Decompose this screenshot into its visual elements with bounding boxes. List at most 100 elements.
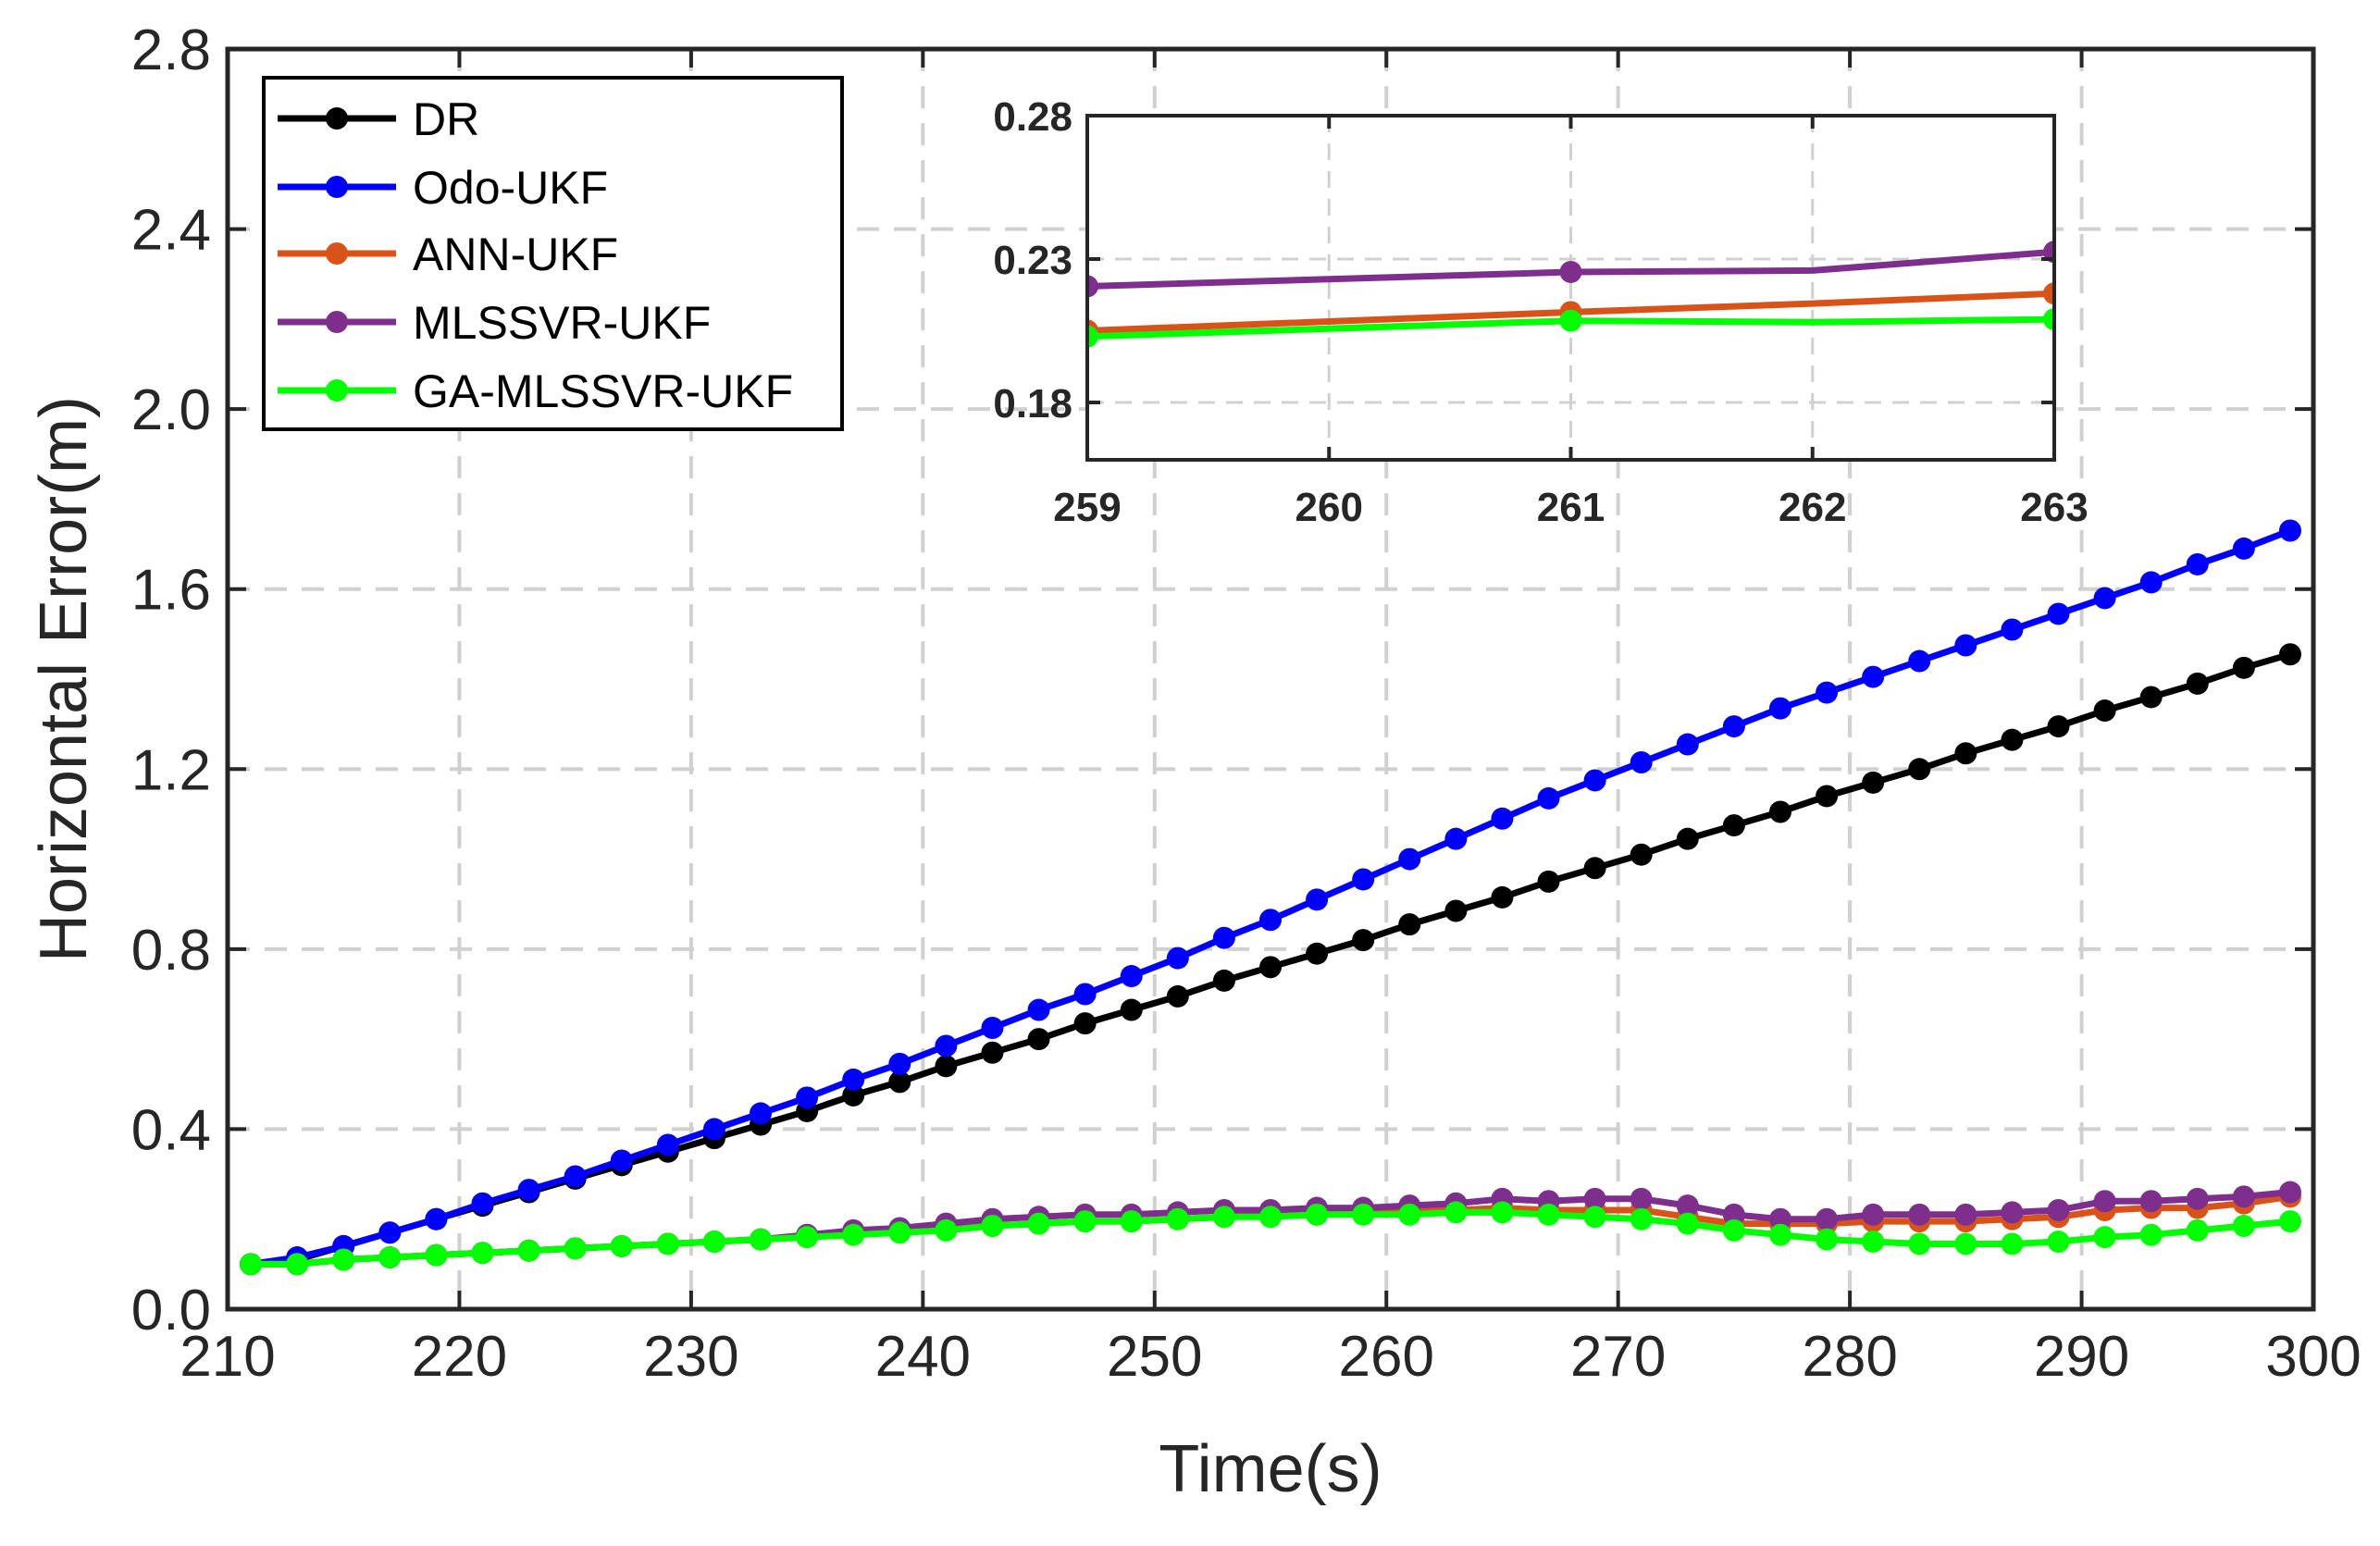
inset-y-tick-label-0-28: 0.28	[993, 94, 1072, 140]
main-point-mlssvr-ukf-273	[1676, 1194, 1699, 1218]
main-point-dr-255	[1259, 956, 1282, 979]
main-point-odo-ukf-231	[702, 1118, 725, 1141]
inset-line-ann-ukf	[1087, 290, 2054, 334]
main-point-ga-mlssvr-ukf-245	[1027, 1212, 1050, 1235]
inset-x-tick-labels: 259 260 261 262 263	[1053, 485, 2088, 530]
main-point-dr-269	[1583, 857, 1606, 880]
main-point-odo-ukf-275	[1722, 715, 1745, 738]
main-x-tick-label-230: 230	[643, 1325, 738, 1389]
legend-marker-odo-ukf	[326, 176, 348, 198]
main-axes-frame	[225, 46, 2316, 1312]
inset-point-ga-mlssvr-ukf-261	[1559, 309, 1582, 332]
main-point-dr-259	[1352, 929, 1375, 952]
main-point-odo-ukf-221	[471, 1192, 494, 1215]
main-point-odo-ukf-273	[1676, 733, 1699, 756]
main-point-ga-mlssvr-ukf-227	[610, 1234, 633, 1257]
legend-item-mlssvr-ukf: MLSSVR-UKF	[278, 297, 711, 349]
main-point-odo-ukf-243	[981, 1016, 1004, 1039]
main-point-mlssvr-ukf-295	[2186, 1187, 2209, 1210]
main-point-dr-241	[935, 1055, 958, 1078]
inset-point-ga-mlssvr-ukf-263	[2043, 308, 2054, 331]
main-point-odo-ukf-279	[1816, 681, 1839, 704]
main-point-ga-mlssvr-ukf-253	[1212, 1206, 1235, 1229]
main-point-mlssvr-ukf-291	[2093, 1190, 2116, 1213]
main-x-tick-label-240: 240	[875, 1325, 971, 1389]
main-point-ga-mlssvr-ukf-255	[1259, 1206, 1282, 1229]
main-point-dr-297	[2232, 656, 2255, 679]
main-point-dr-249	[1120, 998, 1143, 1021]
inset-x-tick-label-259: 259	[1053, 485, 1121, 530]
main-point-odo-ukf-289	[2047, 602, 2070, 625]
y-axis-title: Horizontal Error(m)	[27, 396, 101, 962]
legend-marker-dr	[326, 107, 348, 130]
main-point-odo-ukf-291	[2093, 587, 2116, 610]
inset-series-ga-mlssvr-ukf	[1087, 308, 2054, 348]
main-point-odo-ukf-251	[1166, 946, 1189, 970]
main-point-ga-mlssvr-ukf-275	[1722, 1218, 1745, 1242]
main-point-ga-mlssvr-ukf-293	[2139, 1223, 2163, 1246]
main-point-dr-257	[1306, 942, 1329, 965]
main-point-odo-ukf-281	[1862, 665, 1885, 688]
main-point-dr-279	[1816, 785, 1839, 808]
main-point-odo-ukf-267	[1537, 786, 1560, 810]
main-point-ga-mlssvr-ukf-251	[1166, 1207, 1189, 1231]
inset-grid	[1087, 116, 2054, 460]
main-point-ga-mlssvr-ukf-291	[2093, 1226, 2116, 1249]
inset-series	[1087, 241, 2054, 348]
main-point-mlssvr-ukf-287	[2001, 1201, 2024, 1224]
main-point-dr-263	[1444, 899, 1468, 922]
main-point-odo-ukf-225	[564, 1165, 587, 1188]
legend-label-ga-mlssvr-ukf: GA-MLSSVR-UKF	[413, 365, 793, 417]
main-point-dr-247	[1073, 1012, 1097, 1035]
inset-x-tick-label-263: 263	[2020, 485, 2088, 530]
main-point-dr-277	[1768, 800, 1791, 823]
main-y-tick-label-2-8: 2.8	[131, 19, 211, 82]
legend: DR Odo-UKF ANN-UKF MLSSVR-UKF GA-MLSSVR-…	[262, 76, 844, 431]
main-x-tick-label-270: 270	[1570, 1325, 1666, 1389]
main-point-mlssvr-ukf-293	[2139, 1190, 2163, 1213]
main-point-dr-265	[1491, 885, 1514, 909]
main-point-ga-mlssvr-ukf-263	[1444, 1201, 1468, 1224]
legend-marker-ann-ukf	[326, 242, 348, 265]
legend-label-mlssvr-ukf: MLSSVR-UKF	[413, 297, 711, 349]
main-point-dr-261	[1398, 913, 1421, 936]
main-point-ga-mlssvr-ukf-271	[1630, 1207, 1653, 1231]
main-point-odo-ukf-287	[2001, 618, 2024, 641]
main-point-ga-mlssvr-ukf-243	[981, 1215, 1004, 1238]
main-y-tick-label-1-6: 1.6	[131, 559, 211, 623]
legend-label-ann-ukf: ANN-UKF	[413, 229, 618, 280]
legend-item-odo-ukf: Odo-UKF	[278, 162, 608, 214]
legend-item-ann-ukf: ANN-UKF	[278, 229, 618, 280]
inset-line-mlssvr-ukf	[1087, 248, 2054, 290]
main-point-odo-ukf-227	[610, 1149, 633, 1172]
main-y-tick-label-2-4: 2.4	[131, 199, 211, 263]
main-point-ga-mlssvr-ukf-215	[332, 1248, 355, 1271]
main-point-dr-267	[1537, 870, 1560, 893]
main-point-dr-295	[2186, 672, 2209, 695]
main-point-ga-mlssvr-ukf-299	[2278, 1210, 2301, 1233]
main-point-ga-mlssvr-ukf-267	[1537, 1203, 1560, 1226]
inset-ticks	[1085, 114, 2056, 460]
main-point-ga-mlssvr-ukf-247	[1073, 1210, 1097, 1233]
main-x-tick-label-210: 210	[180, 1325, 275, 1389]
inset-line-ga-mlssvr-ukf	[1087, 315, 2054, 340]
x-axis-title: Time(s)	[1159, 1432, 1382, 1506]
main-point-odo-ukf-283	[1908, 649, 1931, 673]
main-point-dr-251	[1166, 984, 1189, 1008]
legend-label-odo-ukf: Odo-UKF	[413, 162, 608, 214]
main-point-odo-ukf-293	[2139, 571, 2163, 594]
legend-item-ga-mlssvr-ukf: GA-MLSSVR-UKF	[278, 365, 793, 417]
main-point-mlssvr-ukf-281	[1862, 1203, 1885, 1226]
legend-marker-ga-mlssvr-ukf	[326, 379, 348, 402]
main-point-ga-mlssvr-ukf-289	[2047, 1231, 2070, 1254]
main-point-dr-243	[981, 1041, 1004, 1064]
main-point-ga-mlssvr-ukf-287	[2001, 1232, 2024, 1255]
main-point-odo-ukf-245	[1027, 998, 1050, 1021]
main-x-tick-label-250: 250	[1107, 1325, 1202, 1389]
main-point-odo-ukf-263	[1444, 827, 1468, 850]
main-x-tick-label-300: 300	[2265, 1325, 2361, 1389]
main-point-dr-289	[2047, 715, 2070, 738]
main-point-dr-291	[2093, 699, 2116, 723]
main-point-ga-mlssvr-ukf-219	[425, 1243, 448, 1267]
main-x-tick-label-220: 220	[412, 1325, 507, 1389]
